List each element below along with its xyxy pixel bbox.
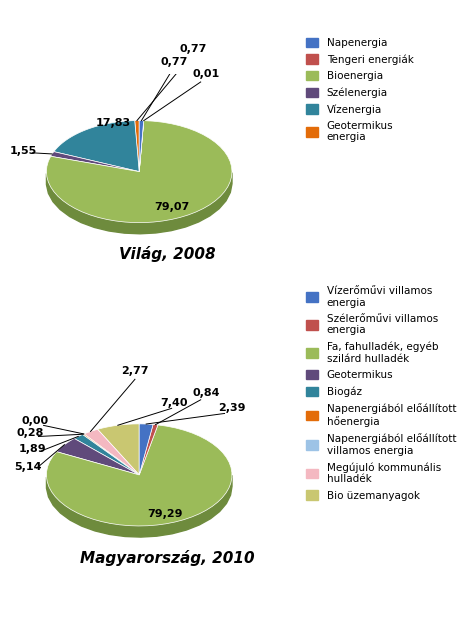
Polygon shape (139, 424, 153, 475)
Text: 0,01: 0,01 (192, 69, 219, 79)
Polygon shape (82, 434, 139, 475)
Polygon shape (46, 475, 232, 537)
Polygon shape (84, 434, 139, 475)
Polygon shape (139, 425, 157, 475)
Polygon shape (134, 121, 139, 171)
Polygon shape (46, 425, 232, 526)
Polygon shape (46, 121, 232, 223)
Polygon shape (74, 435, 139, 475)
Text: 0,00: 0,00 (22, 416, 49, 426)
Text: 17,83: 17,83 (95, 118, 131, 128)
Text: 5,14: 5,14 (14, 462, 42, 472)
Text: Magyarország, 2010: Magyarország, 2010 (80, 550, 254, 566)
Polygon shape (84, 430, 139, 475)
Polygon shape (50, 152, 139, 171)
Polygon shape (56, 438, 139, 475)
Polygon shape (46, 173, 232, 234)
Legend: Vízerőművi villamos
energia, Szélerőművi villamos
energia, Fa, fahulladék, egyéb: Vízerőművi villamos energia, Szélerőművi… (305, 286, 455, 501)
Polygon shape (54, 121, 139, 171)
Text: 79,07: 79,07 (154, 202, 189, 212)
Text: 7,40: 7,40 (160, 397, 188, 407)
Text: 2,39: 2,39 (218, 403, 245, 413)
Polygon shape (139, 121, 144, 171)
Text: 1,55: 1,55 (10, 146, 37, 156)
Polygon shape (97, 424, 139, 475)
Legend: Napenergia, Tengeri energiák, Bioenergia, Szélenergia, Vízenergia, Geotermikus
e: Napenergia, Tengeri energiák, Bioenergia… (305, 38, 413, 142)
Text: 0,28: 0,28 (16, 428, 43, 438)
Text: 1,89: 1,89 (19, 444, 46, 454)
Text: 79,29: 79,29 (147, 509, 182, 519)
Text: 2,77: 2,77 (120, 366, 148, 376)
Polygon shape (139, 121, 144, 171)
Text: 0,77: 0,77 (161, 57, 188, 67)
Text: Világ, 2008: Világ, 2008 (119, 246, 215, 262)
Text: 0,77: 0,77 (179, 44, 206, 54)
Text: 0,84: 0,84 (192, 388, 219, 398)
